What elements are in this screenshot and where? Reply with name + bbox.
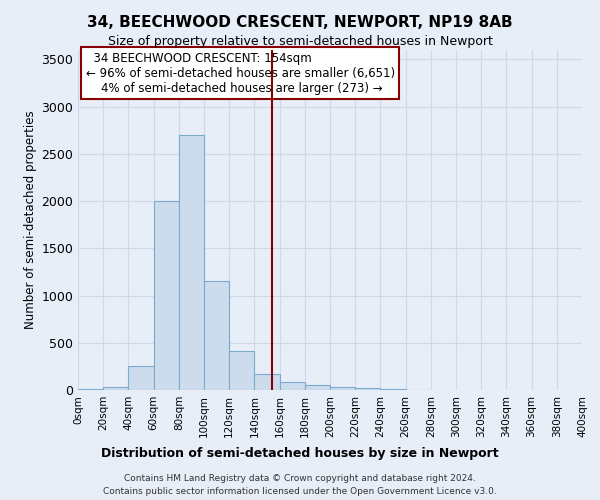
Y-axis label: Number of semi-detached properties: Number of semi-detached properties — [24, 110, 37, 330]
Bar — [380, 389, 406, 390]
Bar — [128, 366, 154, 390]
Text: Contains HM Land Registry data © Crown copyright and database right 2024.: Contains HM Land Registry data © Crown c… — [124, 474, 476, 483]
Text: 34 BEECHWOOD CRESCENT: 154sqm
← 96% of semi-detached houses are smaller (6,651)
: 34 BEECHWOOD CRESCENT: 154sqm ← 96% of s… — [86, 52, 395, 94]
Bar — [280, 382, 305, 390]
Text: 34, BEECHWOOD CRESCENT, NEWPORT, NP19 8AB: 34, BEECHWOOD CRESCENT, NEWPORT, NP19 8A… — [87, 15, 513, 30]
Bar — [103, 387, 128, 390]
Bar — [154, 201, 179, 390]
Bar — [229, 352, 254, 390]
Bar — [355, 388, 380, 390]
Bar — [179, 135, 204, 390]
Bar — [305, 385, 330, 390]
Bar — [254, 374, 280, 390]
Text: Size of property relative to semi-detached houses in Newport: Size of property relative to semi-detach… — [107, 35, 493, 48]
Text: Contains public sector information licensed under the Open Government Licence v3: Contains public sector information licen… — [103, 487, 497, 496]
Bar — [78, 389, 103, 390]
Bar — [204, 282, 229, 390]
Bar — [330, 387, 355, 390]
Text: Distribution of semi-detached houses by size in Newport: Distribution of semi-detached houses by … — [101, 448, 499, 460]
